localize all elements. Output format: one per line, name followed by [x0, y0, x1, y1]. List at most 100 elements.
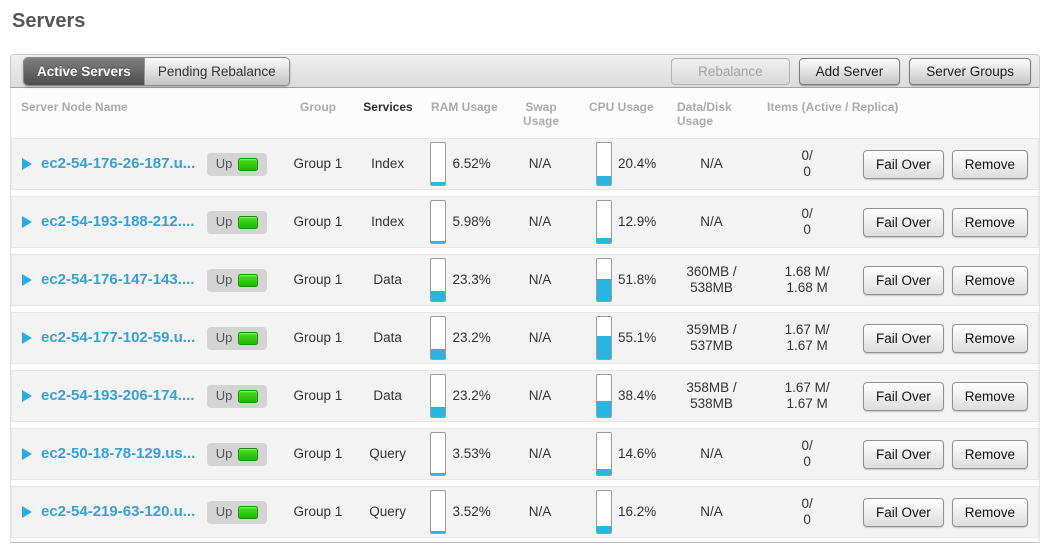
server-name-cell: ec2-54-219-63-120.u... Up [12, 500, 281, 524]
services-cell: Index [371, 214, 405, 229]
group-cell: Group 1 [293, 330, 343, 345]
server-groups-button[interactable]: Server Groups [909, 57, 1031, 85]
status-badge: Up [207, 268, 267, 292]
items-cell: 0/ 0 [801, 206, 813, 237]
fail-over-button[interactable]: Fail Over [862, 265, 944, 295]
fail-over-button[interactable]: Fail Over [862, 381, 944, 411]
server-name-cell: ec2-54-193-188-212.... Up [12, 210, 281, 234]
server-node-link[interactable]: ec2-54-219-63-120.u... [41, 504, 196, 520]
tab-active-servers[interactable]: Active Servers [24, 57, 144, 85]
services-cell: Index [371, 156, 405, 171]
fail-over-button[interactable]: Fail Over [862, 439, 944, 469]
table-body: ec2-54-176-26-187.u... Up Group 1 Index … [11, 138, 1039, 538]
cpu-usage-bar [595, 258, 612, 302]
data-disk-usage-cell: 360MB / 538MB [686, 264, 737, 295]
cpu-usage-cell: 55.1% [572, 316, 664, 360]
header-swap-usage: Swap Usage [522, 100, 560, 128]
header-ram-usage: RAM Usage [431, 100, 498, 114]
header-items-active-replica: Items (Active / Replica) [767, 100, 899, 114]
items-cell: 0/ 0 [801, 148, 813, 179]
expand-chevron-icon[interactable] [22, 216, 32, 228]
fail-over-button[interactable]: Fail Over [862, 497, 944, 527]
status-up-led-icon [238, 215, 259, 229]
table-row: ec2-54-219-63-120.u... Up Group 1 Query … [11, 486, 1039, 538]
swap-usage-cell: N/A [528, 504, 552, 519]
table-row: ec2-54-176-26-187.u... Up Group 1 Index … [11, 138, 1039, 190]
cpu-usage-cell: 12.9% [572, 200, 664, 244]
services-cell: Data [373, 388, 402, 403]
tab-pending-rebalance[interactable]: Pending Rebalance [143, 57, 289, 85]
expand-chevron-icon[interactable] [22, 448, 32, 460]
cpu-usage-cell: 38.4% [572, 374, 664, 418]
cpu-usage-value: 14.6% [617, 446, 657, 461]
group-cell: Group 1 [293, 156, 343, 171]
ram-usage-cell: 23.2% [420, 316, 508, 360]
items-cell: 1.67 M/ 1.67 M [784, 380, 830, 411]
row-actions: Fail Over Remove [855, 381, 1038, 411]
cpu-usage-value: 38.4% [617, 388, 657, 403]
header-cpu-usage: CPU Usage [589, 100, 654, 114]
services-cell: Query [369, 446, 406, 461]
fail-over-button[interactable]: Fail Over [862, 323, 944, 353]
swap-usage-cell: N/A [528, 388, 552, 403]
remove-button[interactable]: Remove [951, 265, 1028, 295]
status-badge: Up [207, 326, 267, 350]
services-cell: Data [373, 330, 402, 345]
server-node-link[interactable]: ec2-54-193-206-174.... [41, 388, 195, 404]
cpu-usage-cell: 20.4% [572, 142, 664, 186]
group-cell: Group 1 [293, 272, 343, 287]
row-actions: Fail Over Remove [855, 149, 1038, 179]
ram-usage-value: 23.2% [452, 330, 491, 345]
remove-button[interactable]: Remove [951, 381, 1028, 411]
ram-usage-cell: 3.53% [420, 432, 508, 476]
servers-table: Server Node Name Group Services RAM Usag… [10, 88, 1040, 543]
cpu-usage-value: 16.2% [617, 504, 657, 519]
remove-button[interactable]: Remove [951, 323, 1028, 353]
remove-button[interactable]: Remove [951, 439, 1028, 469]
expand-chevron-icon[interactable] [22, 332, 32, 344]
row-actions: Fail Over Remove [855, 497, 1038, 527]
remove-button[interactable]: Remove [951, 149, 1028, 179]
data-disk-usage-cell: 359MB / 537MB [686, 322, 737, 353]
remove-button[interactable]: Remove [951, 207, 1028, 237]
ram-usage-value: 5.98% [452, 214, 491, 229]
header-data-disk-usage: Data/Disk Usage [677, 100, 732, 128]
header-server-node-name: Server Node Name [21, 100, 128, 114]
add-server-button[interactable]: Add Server [798, 57, 901, 85]
expand-chevron-icon[interactable] [22, 506, 32, 518]
ram-usage-bar [430, 432, 447, 476]
swap-usage-cell: N/A [528, 214, 552, 229]
cpu-usage-bar [595, 490, 612, 534]
server-node-link[interactable]: ec2-54-176-26-187.u... [41, 156, 196, 172]
swap-usage-cell: N/A [528, 330, 552, 345]
swap-usage-cell: N/A [528, 272, 552, 287]
ram-usage-value: 23.3% [452, 272, 491, 287]
ram-usage-bar [430, 374, 447, 418]
data-disk-usage-cell: N/A [700, 504, 723, 519]
server-node-link[interactable]: ec2-54-177-102-59.u... [41, 330, 196, 346]
status-label: Up [215, 272, 233, 287]
row-actions: Fail Over Remove [855, 207, 1038, 237]
fail-over-button[interactable]: Fail Over [862, 207, 944, 237]
rebalance-button[interactable]: Rebalance [671, 57, 790, 85]
expand-chevron-icon[interactable] [22, 274, 32, 286]
server-node-link[interactable]: ec2-54-176-147-143.... [41, 272, 195, 288]
ram-usage-cell: 3.52% [420, 490, 508, 534]
status-badge: Up [207, 500, 267, 524]
fail-over-button[interactable]: Fail Over [862, 149, 944, 179]
server-node-link[interactable]: ec2-50-18-78-129.us... [41, 446, 196, 462]
expand-chevron-icon[interactable] [22, 158, 32, 170]
status-badge: Up [207, 152, 267, 176]
group-cell: Group 1 [293, 388, 343, 403]
status-label: Up [215, 388, 233, 403]
data-disk-usage-cell: N/A [700, 214, 723, 229]
remove-button[interactable]: Remove [951, 497, 1028, 527]
cpu-usage-bar [595, 200, 612, 244]
ram-usage-bar [430, 200, 447, 244]
server-node-link[interactable]: ec2-54-193-188-212.... [41, 214, 195, 230]
status-up-led-icon [238, 273, 259, 287]
status-up-led-icon [238, 389, 259, 403]
server-name-cell: ec2-54-176-26-187.u... Up [12, 152, 281, 176]
expand-chevron-icon[interactable] [22, 390, 32, 402]
row-actions: Fail Over Remove [855, 439, 1038, 469]
